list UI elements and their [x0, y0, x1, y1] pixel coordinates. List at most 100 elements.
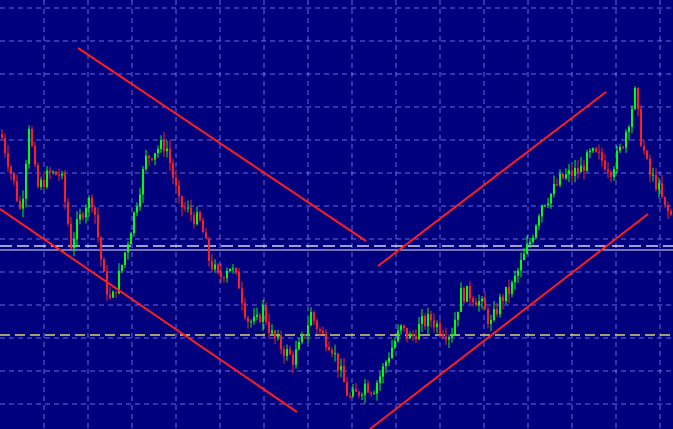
candle-bear	[94, 207, 96, 215]
candle-bull	[541, 205, 543, 217]
candle-bull	[454, 319, 456, 335]
candle-bull	[277, 335, 279, 338]
candles	[1, 86, 672, 404]
candle-bull	[628, 126, 630, 132]
candle-bear	[238, 271, 240, 289]
candle-bear	[34, 145, 36, 165]
candle-bull	[232, 268, 234, 270]
candle-bear	[337, 353, 339, 371]
candle-bull	[436, 323, 438, 328]
candle-bear	[283, 349, 285, 357]
candle-bear	[223, 277, 225, 279]
candle-bear	[184, 207, 186, 209]
candle-bear	[70, 223, 72, 249]
candle-bull	[568, 170, 570, 175]
candle-bull	[361, 394, 363, 396]
candle-bull	[514, 275, 516, 283]
candle-bull	[46, 170, 48, 187]
candle-bull	[394, 341, 396, 348]
candle-bull	[499, 296, 501, 315]
candle-bear	[208, 238, 210, 261]
candle-bull	[616, 150, 618, 170]
candle-bull	[526, 244, 528, 254]
candle-bull	[142, 169, 144, 195]
candle-bear	[172, 163, 174, 178]
candle-bull	[118, 270, 120, 294]
candle-bull	[619, 146, 621, 151]
candle-bear	[58, 174, 60, 176]
candle-bull	[634, 88, 636, 109]
candle-bear	[358, 391, 360, 396]
candle-bear	[259, 314, 261, 323]
candle-bull	[409, 334, 411, 339]
candle-bear	[475, 302, 477, 306]
candle-bear	[667, 204, 669, 212]
candle-bull	[124, 252, 126, 265]
candle-bear	[148, 155, 150, 159]
candle-bear	[211, 260, 213, 270]
candle-bear	[19, 200, 21, 209]
candle-bear	[433, 320, 435, 328]
candle-bear	[82, 214, 84, 218]
candle-bull	[145, 155, 147, 170]
candle-bear	[1, 134, 3, 138]
candle-bear	[331, 349, 333, 354]
candle-bull	[535, 225, 537, 238]
candle-bull	[307, 325, 309, 337]
candle-bear	[103, 259, 105, 272]
candle-bear	[55, 171, 57, 175]
candle-bull	[427, 314, 429, 327]
candle-bear	[16, 180, 18, 201]
candle-bear	[508, 286, 510, 294]
candle-bear	[502, 296, 504, 302]
candle-bear	[610, 171, 612, 177]
candle-bear	[280, 335, 282, 350]
candle-bear	[304, 334, 306, 337]
candle-bull	[160, 140, 162, 149]
candle-bear	[64, 173, 66, 203]
candle-bear	[406, 327, 408, 339]
candle-bear	[181, 196, 183, 208]
candle-bear	[178, 185, 180, 197]
candle-bear	[220, 271, 222, 278]
candle-bull	[388, 357, 390, 363]
candle-bull	[52, 171, 54, 173]
candle-bear	[484, 298, 486, 310]
candle-bull	[121, 264, 123, 271]
candle-bull	[340, 366, 342, 371]
candle-bear	[643, 145, 645, 151]
candle-bull	[559, 173, 561, 185]
candle-bull	[553, 184, 555, 194]
candle-bear	[325, 333, 327, 347]
candle-bull	[73, 239, 75, 249]
candle-bear	[583, 165, 585, 171]
candle-bear	[322, 330, 324, 334]
candle-bear	[577, 167, 579, 173]
candle-bull	[418, 323, 420, 340]
candle-bear	[193, 214, 195, 225]
candle-bull	[187, 207, 189, 209]
candle-bull	[253, 316, 255, 322]
candle-bear	[370, 392, 372, 394]
candle-bear	[403, 325, 405, 328]
candle-bear	[115, 291, 117, 294]
candle-bear	[163, 140, 165, 152]
candle-bull	[373, 393, 375, 395]
candle-bull	[295, 349, 297, 365]
candle-bear	[4, 137, 6, 154]
candle-bear	[313, 312, 315, 321]
candle-bear	[91, 197, 93, 208]
candle-bull	[154, 153, 156, 160]
candle-bear	[247, 317, 249, 323]
candle-bull	[28, 128, 30, 164]
candle-bear	[412, 334, 414, 337]
candle-bear	[601, 152, 603, 161]
candle-bull	[547, 203, 549, 206]
candle-bear	[469, 286, 471, 299]
candle-bear	[463, 288, 465, 302]
candle-bull	[523, 253, 525, 260]
candle-bear	[31, 128, 33, 146]
candle-bear	[37, 164, 39, 187]
candle-bull	[421, 316, 423, 324]
